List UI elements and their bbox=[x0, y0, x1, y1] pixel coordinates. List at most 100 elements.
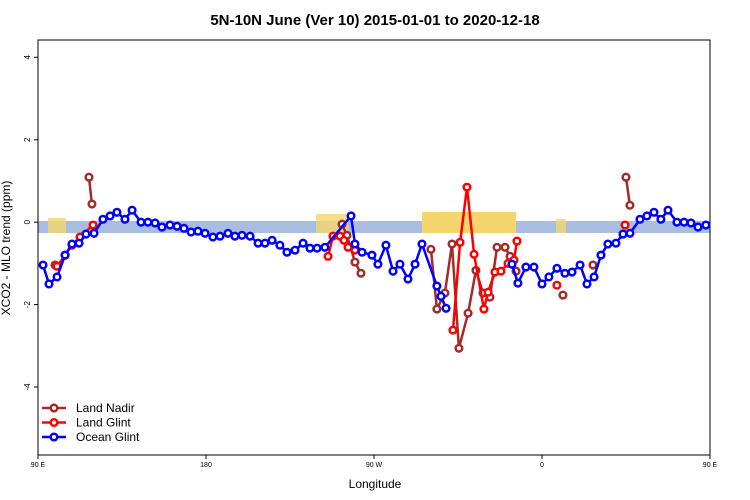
data-point bbox=[237, 230, 247, 240]
y-tick-label: -2 bbox=[23, 300, 32, 308]
series-line bbox=[57, 187, 625, 330]
legend-marker bbox=[49, 432, 59, 442]
data-point bbox=[463, 308, 473, 318]
data-point bbox=[679, 217, 689, 227]
data-point bbox=[582, 279, 592, 289]
data-point bbox=[357, 247, 367, 257]
data-point bbox=[492, 242, 502, 252]
legend-marker bbox=[49, 403, 59, 413]
data-point bbox=[215, 231, 225, 241]
data-point bbox=[656, 214, 666, 224]
data-point bbox=[350, 239, 360, 249]
data-point bbox=[618, 229, 628, 239]
data-point bbox=[432, 281, 442, 291]
y-axis-label: XCO2 - MLO trend (ppm) bbox=[0, 181, 13, 316]
data-point bbox=[60, 250, 70, 260]
legend-label: Ocean Glint bbox=[76, 430, 140, 444]
x-tick-label: 90 E bbox=[703, 462, 718, 469]
data-point bbox=[112, 207, 122, 217]
data-point bbox=[193, 226, 203, 236]
data-point bbox=[432, 304, 442, 314]
data-point bbox=[157, 222, 167, 232]
data-point bbox=[663, 205, 673, 215]
data-point bbox=[513, 278, 523, 288]
data-point bbox=[496, 266, 506, 276]
data-point bbox=[320, 242, 330, 252]
data-point bbox=[44, 279, 54, 289]
y-tick-label: 2 bbox=[23, 137, 32, 142]
data-point bbox=[512, 236, 522, 246]
data-point bbox=[186, 227, 196, 237]
data-point bbox=[350, 257, 360, 267]
data-point bbox=[38, 260, 48, 270]
data-point bbox=[611, 238, 621, 248]
data-point bbox=[589, 272, 599, 282]
land-patch bbox=[422, 212, 516, 233]
data-point bbox=[208, 232, 218, 242]
data-point bbox=[356, 268, 366, 278]
data-point bbox=[448, 325, 458, 335]
data-point bbox=[447, 239, 457, 249]
data-point bbox=[483, 287, 493, 297]
data-point bbox=[136, 217, 146, 227]
data-point bbox=[150, 218, 160, 228]
data-point bbox=[567, 267, 577, 277]
data-point bbox=[588, 260, 598, 270]
data-point bbox=[120, 214, 130, 224]
chart-title: 5N-10N June (Ver 10) 2015-01-01 to 2020-… bbox=[210, 12, 539, 29]
data-point bbox=[290, 245, 300, 255]
data-point bbox=[346, 211, 356, 221]
data-point bbox=[260, 238, 270, 248]
y-tick-label: -4 bbox=[23, 383, 32, 391]
data-point bbox=[88, 220, 98, 230]
data-point bbox=[603, 239, 613, 249]
data-point bbox=[245, 231, 255, 241]
data-point bbox=[454, 343, 464, 353]
data-point bbox=[426, 244, 436, 254]
data-point bbox=[253, 238, 263, 248]
data-point bbox=[403, 274, 413, 284]
data-point bbox=[89, 228, 99, 238]
data-point bbox=[67, 239, 77, 249]
data-point bbox=[230, 231, 240, 241]
data-point bbox=[200, 228, 210, 238]
legend-label: Land Glint bbox=[76, 416, 131, 430]
data-point bbox=[98, 214, 108, 224]
data-point bbox=[312, 243, 322, 253]
data-point bbox=[469, 249, 479, 259]
data-point bbox=[179, 223, 189, 233]
data-point bbox=[172, 221, 182, 231]
data-point bbox=[410, 259, 420, 269]
data-point bbox=[693, 222, 703, 232]
data-point bbox=[367, 250, 377, 260]
series bbox=[38, 205, 711, 313]
data-point bbox=[275, 240, 285, 250]
data-point bbox=[87, 199, 97, 209]
data-point bbox=[305, 243, 315, 253]
data-point bbox=[81, 229, 91, 239]
y-tick-label: 0 bbox=[23, 219, 32, 224]
data-point bbox=[373, 259, 383, 269]
data-point bbox=[537, 279, 547, 289]
data-point bbox=[620, 220, 630, 230]
data-point bbox=[74, 238, 84, 248]
data-point bbox=[552, 263, 562, 273]
data-point bbox=[455, 237, 465, 247]
data-point bbox=[521, 262, 531, 272]
data-point bbox=[52, 272, 62, 282]
data-point bbox=[267, 235, 277, 245]
x-tick-label: 90 W bbox=[366, 462, 383, 469]
data-point bbox=[701, 220, 711, 230]
data-point bbox=[441, 303, 451, 313]
legend-marker bbox=[49, 417, 59, 428]
data-point bbox=[558, 290, 568, 300]
y-tick-label: 4 bbox=[23, 55, 32, 60]
data-point bbox=[339, 235, 349, 245]
data-point bbox=[575, 260, 585, 270]
data-point bbox=[635, 214, 645, 224]
data-point bbox=[529, 262, 539, 272]
x-axis-label: Longitude bbox=[349, 477, 402, 491]
data-point bbox=[84, 172, 94, 182]
